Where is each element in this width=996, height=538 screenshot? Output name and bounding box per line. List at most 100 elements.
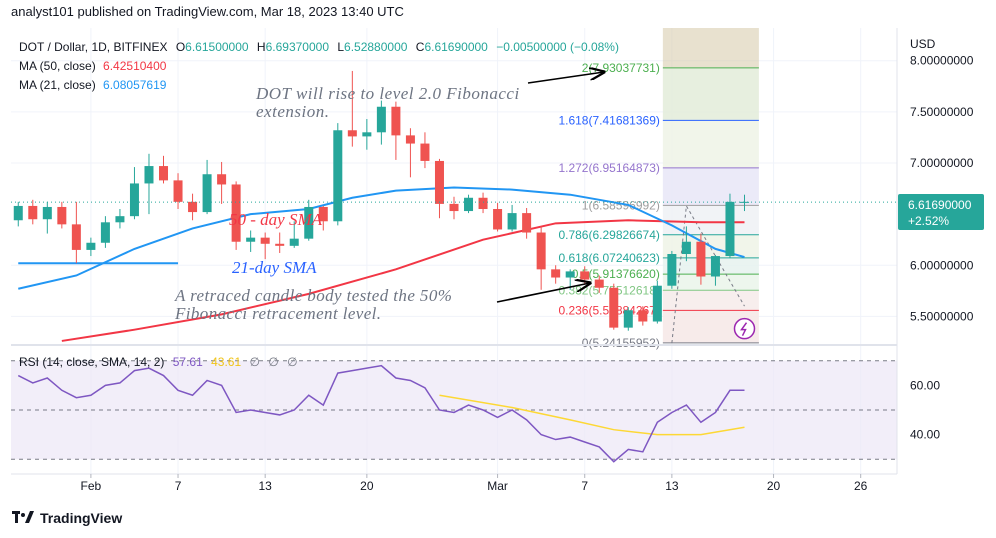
fib-level-label: 0.618(6.07240623) (558, 251, 659, 265)
rsi-na-1: ∅ (249, 355, 259, 369)
price-tick-label: 6.00000000 (910, 258, 974, 272)
candle-body (115, 216, 125, 223)
candle-body (231, 184, 241, 242)
annotation-arrow-bottom (496, 283, 590, 303)
candle-body (522, 213, 532, 233)
legend-change: −0.00500000 (−0.08%) (496, 40, 619, 54)
candle-body (623, 310, 633, 328)
annotations[interactable]: DOT will rise to level 2.0 Fibonacci ext… (174, 72, 604, 323)
candle-body (667, 254, 677, 286)
candle-body (725, 201, 735, 257)
fib-band (662, 290, 759, 311)
fib-band (662, 274, 759, 291)
time-tick-label: Mar (487, 479, 508, 493)
price-pane (11, 28, 897, 344)
legend-c-label: C (416, 40, 425, 54)
legend-low: 6.52880000 (344, 40, 408, 54)
ma21-line (18, 186, 745, 290)
time-tick-label: 13 (259, 479, 273, 493)
candle-body (159, 166, 169, 181)
footer-brand-name: TradingView (40, 510, 123, 526)
candle-body (493, 209, 503, 230)
price-tick-label: 7.00000000 (910, 156, 974, 170)
legend-l-label: L (337, 40, 344, 54)
candle-body (696, 241, 706, 277)
publish-info: analyst101 published on TradingView.com,… (11, 4, 404, 19)
candle-body (260, 237, 270, 244)
rsi-sma-value: 43.61 (211, 355, 241, 369)
legend-symbol: DOT / Dollar, 1D, BITFINEX (19, 40, 167, 54)
candle-body (100, 222, 110, 243)
annotation-dot-rise-2: extension. (256, 102, 329, 121)
candle-body (580, 271, 590, 280)
legend-ma21-value: 6.08057619 (103, 78, 167, 92)
candle-body (434, 160, 444, 204)
candle-body (449, 203, 459, 212)
annotation-retrace-1: A retraced candle body tested the 50% (174, 286, 452, 305)
fib-level-label: 0.382(5.75512618) (558, 283, 659, 297)
rsi-na-3: ∅ (287, 355, 297, 369)
annotation-retrace-2: Fibonacci retracement level. (174, 304, 381, 323)
candle-body (681, 241, 691, 255)
candle-body (391, 106, 401, 136)
price-tick-label: 5.50000000 (910, 309, 974, 323)
rsi-tick-label: 40.00 (910, 428, 940, 442)
fib-level-label: 0(5.24155952) (582, 336, 660, 350)
time-axis[interactable]: Feb 7 13 20 Mar 7 13 20 26 (81, 474, 868, 493)
footer-brand[interactable]: TradingView (12, 510, 122, 526)
fib-band (662, 120, 759, 168)
candle-body (86, 242, 96, 250)
moving-averages (18, 186, 745, 342)
currency-label: USD (910, 37, 936, 51)
candle-body (42, 206, 52, 220)
legend-ma21-label: MA (21, close) (19, 78, 96, 92)
candle-body (710, 256, 720, 277)
price-tick-label: 7.50000000 (910, 105, 974, 119)
candle-body (188, 201, 198, 213)
fib-level-label: 0.236(5.55884267) (558, 303, 659, 317)
rsi-sma-line (439, 394, 745, 436)
legend-high: 6.69370000 (266, 40, 330, 54)
last-price-change: +2.52% (908, 214, 949, 228)
annotation-50-day-sma: 50 - day SMA (229, 210, 323, 229)
annotation-arrow-top (527, 72, 604, 84)
fib-band (662, 67, 759, 121)
candle-body (739, 201, 749, 203)
legend-h-label: H (257, 40, 266, 54)
candle-body (652, 285, 662, 322)
projection-icon (733, 317, 756, 340)
candle-body (376, 106, 386, 133)
time-tick-label: 20 (767, 479, 781, 493)
tradingview-logo-icon (12, 511, 34, 523)
candle-body (28, 205, 38, 220)
chart-legend[interactable]: DOT / Dollar, 1D, BITFINEX O6.61500000 H… (19, 40, 619, 369)
annotation-dot-rise: DOT will rise to level 2.0 Fibonacci (255, 84, 520, 103)
annotation-21-day-sma: 21-day SMA (232, 258, 317, 277)
candles (13, 70, 749, 331)
legend-row-ohlc: DOT / Dollar, 1D, BITFINEX O6.61500000 H… (19, 40, 619, 54)
candle-body (464, 197, 474, 212)
candle-body (304, 206, 314, 239)
lightning-icon (740, 322, 748, 336)
price-tick-label: 8.00000000 (910, 54, 974, 68)
candle-body (129, 183, 139, 217)
fib-level-label: 0.5(5.91376620) (572, 267, 660, 281)
time-tick-label: 7 (581, 479, 588, 493)
candle-body (173, 180, 183, 202)
legend-close: 6.61690000 (424, 40, 488, 54)
candle-body (638, 310, 648, 322)
candle-body (551, 269, 561, 278)
candle-body (202, 174, 212, 213)
fib-level-label: 1.272(6.95164873) (558, 161, 659, 175)
candle-body (362, 132, 372, 137)
fibonacci-extension[interactable]: 2(7.93037731)1.618(7.41681369)1.272(6.95… (558, 28, 759, 350)
legend-row-rsi: RSI (14, close, SMA, 14, 2) 57.61 43.61 … (19, 355, 298, 369)
candle-body (405, 135, 415, 144)
rsi-tick-label: 60.00 (910, 378, 940, 392)
candle-body (536, 232, 546, 270)
legend-ma50-value: 6.42510400 (103, 59, 167, 73)
price-axis[interactable]: 8.00000000 7.50000000 7.00000000 6.00000000… (910, 54, 974, 442)
last-price-value: 6.61690000 (908, 198, 972, 212)
time-tick-label: 20 (360, 479, 374, 493)
